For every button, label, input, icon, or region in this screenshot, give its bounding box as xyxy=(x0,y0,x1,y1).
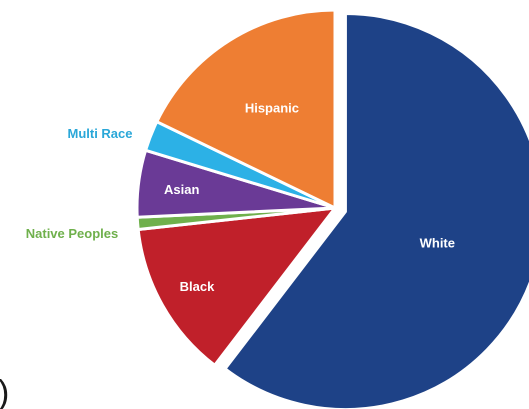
label-asian: Asian xyxy=(164,182,199,197)
slice-hispanic xyxy=(155,8,337,210)
slice-white xyxy=(223,12,529,409)
slice-black xyxy=(136,206,337,367)
label-black: Black xyxy=(180,279,215,294)
label-native-peoples: Native Peoples xyxy=(26,226,119,241)
label-multi-race: Multi Race xyxy=(67,126,132,141)
pie-labels: White Black Native Peoples Asian Multi Race H… xyxy=(26,100,455,293)
stray-glyph: ) xyxy=(0,374,9,409)
label-white: White xyxy=(420,236,455,251)
label-hispanic: Hispanic xyxy=(245,100,299,115)
pie-slices xyxy=(135,8,529,409)
